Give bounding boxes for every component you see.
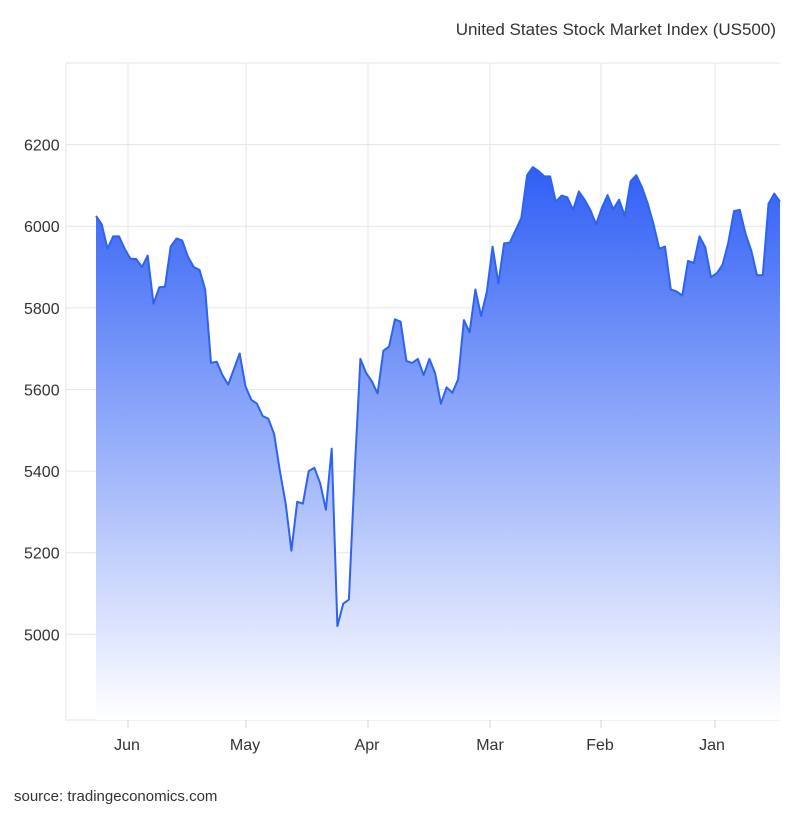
x-tick-label: Jun — [114, 737, 140, 754]
chart-title: United States Stock Market Index (US500) — [455, 20, 776, 39]
y-tick-label: 6000 — [24, 219, 60, 236]
axis-ticks: 5000 5200 5400 5600 5800 6000 6200 Jun May Apr Mar… — [24, 138, 725, 754]
x-tick-label: Mar — [476, 737, 504, 754]
y-tick-label: 5000 — [24, 627, 60, 644]
area-series — [95, 166, 781, 721]
source-label: source: tradingeconomics.com — [14, 788, 218, 805]
x-tick-label: Feb — [586, 737, 614, 754]
y-tick-label: 5200 — [24, 546, 60, 563]
y-tick-label: 5400 — [24, 464, 60, 481]
y-tick-label: 5600 — [24, 382, 60, 399]
x-tick-label: Jan — [699, 737, 725, 754]
x-tick-label: May — [230, 737, 260, 754]
series-line — [95, 166, 781, 628]
y-tick-label: 6200 — [24, 138, 60, 155]
x-tick-label: Apr — [355, 737, 381, 754]
area-fill — [96, 167, 780, 721]
y-tick-label: 5800 — [24, 301, 60, 318]
